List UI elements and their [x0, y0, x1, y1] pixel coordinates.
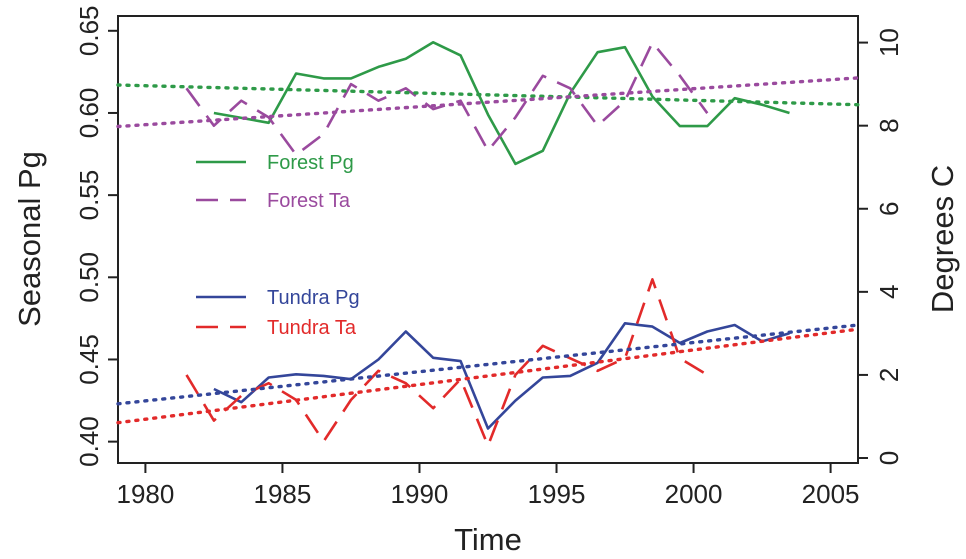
x-tick-label: 1995 [528, 479, 586, 509]
y2-tick-label: 6 [874, 202, 904, 216]
y-tick-label: 0.65 [74, 5, 104, 56]
legend-label: Tundra Pg [267, 287, 360, 309]
x-tick-label: 2005 [802, 479, 860, 509]
y2-tick-label: 0 [874, 451, 904, 465]
y-tick-label: 0.45 [74, 334, 104, 385]
series-forest-pg-line [213, 40, 790, 166]
x-tick-label: 1980 [116, 479, 174, 509]
x-tick-label: 2000 [665, 479, 723, 509]
series-forest-pg-trend-line [116, 83, 860, 107]
y2-tick-label: 2 [874, 368, 904, 382]
x-tick-label: 1985 [254, 479, 312, 509]
y-tick-label: 0.55 [74, 170, 104, 221]
y-tick-label: 0.50 [74, 252, 104, 303]
legend-layer: Forest Pg Forest Ta Tundra Pg Tundra Ta [196, 152, 360, 339]
series-tundra-pg-line [213, 321, 790, 430]
y2-tick-label: 10 [874, 28, 904, 57]
x-tick-label: 1990 [391, 479, 449, 509]
series-tundra-ta-line [185, 278, 708, 447]
series-tundra-ta-trend-line [116, 327, 860, 425]
series-forest-ta-trend-line [116, 76, 860, 129]
y-tick-label: 0.60 [74, 88, 104, 139]
series-forest-ta-line [185, 41, 709, 157]
series-tundra-pg-trend-line [116, 323, 860, 406]
y2-axis-title: Degrees C [925, 165, 960, 313]
series-layer [116, 40, 860, 447]
legend-label: Forest Ta [267, 190, 351, 212]
x-axis-title: Time [454, 522, 522, 557]
axes-layer: 1980 1985 1990 1995 2000 2005 0.40 0.45 0.50 0.55… [74, 5, 904, 509]
y2-tick-label: 8 [874, 118, 904, 132]
y2-tick-label: 4 [874, 285, 904, 299]
legend-label: Forest Pg [267, 152, 354, 174]
legend-label: Tundra Ta [267, 317, 357, 339]
y-tick-label: 0.40 [74, 416, 104, 467]
plot-frame [117, 15, 859, 464]
y-axis-title: Seasonal Pg [12, 151, 47, 327]
